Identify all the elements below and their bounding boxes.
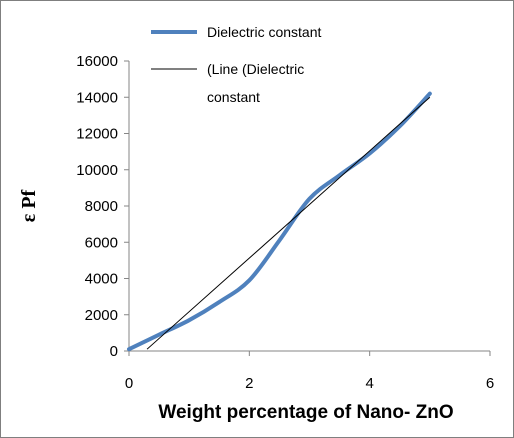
- y-tick-label: 0: [110, 343, 118, 360]
- x-tick-label: 2: [245, 375, 253, 392]
- y-tick-label: 10000: [76, 162, 118, 179]
- legend: Dielectric constant (Line (Dielectric cons…: [151, 24, 321, 105]
- x-tick-label: 0: [125, 375, 133, 392]
- y-tick-label: 14000: [76, 89, 118, 106]
- y-tick-label: 16000: [76, 53, 118, 70]
- x-axis-label: Weight percentage of Nano- ZnO: [158, 402, 453, 423]
- series-linear-trendline: [146, 96, 431, 350]
- y-tick-label: 2000: [85, 307, 118, 324]
- legend-label-dielectric-constant: Dielectric constant: [207, 24, 321, 40]
- y-tick-label: 4000: [85, 271, 118, 288]
- legend-label-trendline: constant: [207, 89, 260, 105]
- series-dielectric-constant-line: [127, 91, 432, 352]
- y-tick-label: 8000: [85, 198, 118, 215]
- y-axis-label: ε Pf: [18, 189, 40, 222]
- x-tick-label: 6: [486, 375, 494, 392]
- series-layer: [127, 91, 432, 352]
- legend-label-trendline: (Line (Dielectric: [207, 61, 304, 77]
- y-tick-label: 12000: [76, 126, 118, 143]
- y-tick-label: 6000: [85, 234, 118, 251]
- axes: 0 2000 4000 6000 8000 10000 12000 14000 16000 0 2 4…: [76, 53, 494, 392]
- x-tick-label: 4: [365, 375, 373, 392]
